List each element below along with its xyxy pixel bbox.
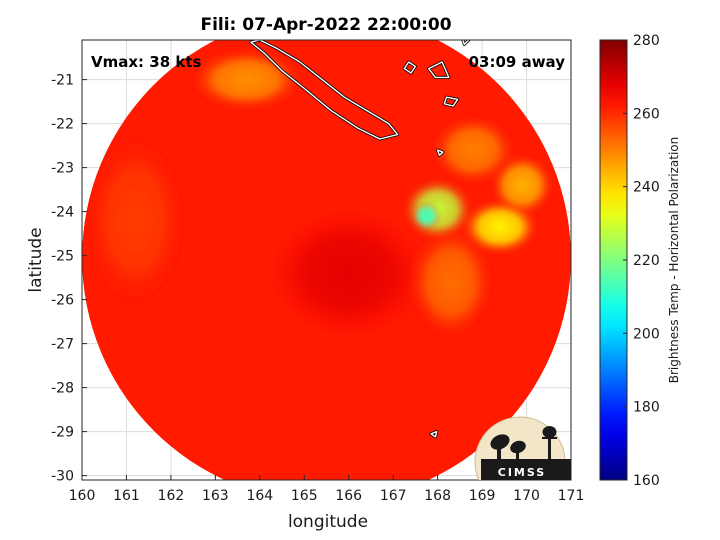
x-axis-ticks: 160 161 162 163 164 165 166 167 168 169 170 171 (69, 475, 585, 504)
y-tick-label: -30 (51, 469, 74, 485)
coastline (428, 61, 450, 79)
x-tick-label: 165 (291, 488, 318, 504)
x-tick-label: 162 (158, 488, 185, 504)
x-tick-label: 166 (335, 488, 362, 504)
brightness-feature (412, 201, 441, 231)
y-tick-label: -25 (51, 249, 74, 265)
x-tick-label: 161 (113, 488, 140, 504)
swath-disk (82, 40, 571, 480)
coastline (430, 430, 438, 438)
vmax-label: Vmax: 38 kts (91, 53, 201, 71)
brightness-swath (82, 40, 571, 480)
y-tick-label: -26 (51, 293, 74, 309)
x-tick-label: 169 (469, 488, 496, 504)
brightness-feature (270, 209, 427, 337)
y-tick-label: -23 (51, 161, 74, 177)
coastline (443, 96, 459, 107)
colorbar-tick-label: 280 (633, 33, 660, 49)
x-tick-label: 160 (69, 488, 96, 504)
colorbar-label: Brightness Temp - Horizontal Polarizatio… (667, 137, 681, 384)
cimss-logo: CIMSS (474, 416, 571, 480)
x-tick-label: 167 (380, 488, 407, 504)
coastline (436, 149, 444, 156)
colorbar-tick-label: 160 (633, 473, 660, 489)
x-tick-label: 163 (202, 488, 229, 504)
colorbar-ticks: 160 180 200 220 240 260 280 (623, 33, 660, 489)
y-tick-label: -24 (51, 205, 74, 221)
y-tick-label: -29 (51, 425, 74, 441)
brightness-feature (85, 135, 186, 305)
coastline (403, 61, 417, 74)
coastline (462, 40, 470, 46)
x-tick-label: 170 (513, 488, 540, 504)
time-away-label: 03:09 away (469, 53, 566, 71)
y-tick-label: -22 (51, 117, 74, 133)
logo-text: CIMSS (498, 466, 546, 479)
x-tick-label: 164 (246, 488, 273, 504)
y-axis-ticks: -21 -22 -23 -24 -25 -26 -27 -28 -29 -30 (51, 73, 87, 485)
brightness-feature (430, 114, 516, 186)
y-tick-label: -21 (51, 73, 74, 89)
colorbar-tick-label: 200 (633, 326, 660, 342)
colorbar-tick-label: 240 (633, 180, 660, 196)
swath-features (85, 47, 555, 339)
y-axis-label: latitude (26, 227, 46, 292)
colorbar-tick-label: 180 (633, 400, 660, 416)
plot-frame (81, 39, 572, 481)
x-tick-label: 168 (424, 488, 451, 504)
chart-title: Fili: 07-Apr-2022 22:00:00 (200, 15, 451, 35)
y-tick-label: -27 (51, 337, 74, 353)
colorbar-tick-label: 260 (633, 106, 660, 122)
coastline (250, 40, 399, 140)
colorbar-tick-label: 220 (633, 253, 660, 269)
coastlines (249, 40, 471, 439)
brightness-feature (408, 225, 494, 339)
x-tick-label: 171 (558, 488, 585, 504)
brightness-feature (189, 47, 304, 112)
y-tick-label: -28 (51, 381, 74, 397)
colorbar (599, 39, 628, 481)
x-axis-label: longitude (288, 512, 368, 532)
